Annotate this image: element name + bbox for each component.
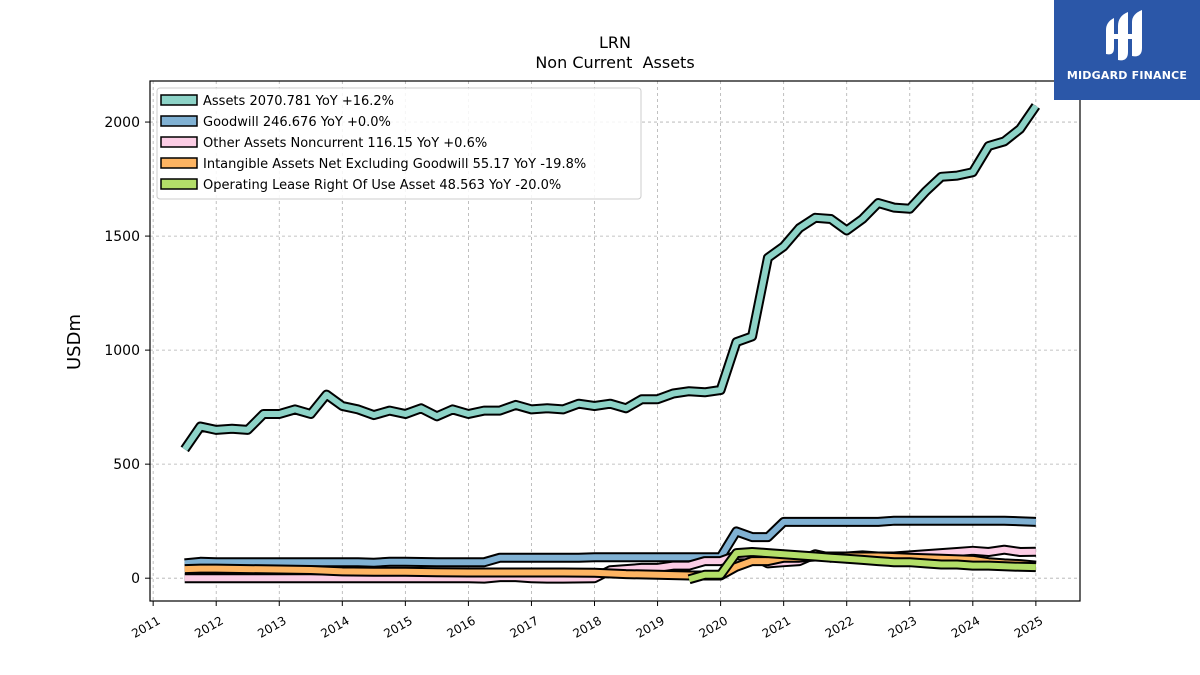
legend-entry: Goodwill 246.676 YoY +0.0% bbox=[203, 115, 391, 130]
plot-frame bbox=[149, 80, 1081, 602]
chart-subtitle: Non Current Assets bbox=[535, 53, 694, 72]
y-tick-label: 0 bbox=[131, 571, 140, 587]
x-tick-label: 2020 bbox=[697, 613, 730, 640]
x-tick-label: 2024 bbox=[949, 613, 982, 640]
series-line bbox=[688, 549, 1036, 583]
x-tick-label: 2012 bbox=[192, 613, 225, 640]
x-tick-label: 2011 bbox=[129, 613, 162, 640]
y-tick-label: 500 bbox=[113, 457, 140, 473]
x-tick-label: 2015 bbox=[381, 613, 414, 640]
legend-entry: Operating Lease Right Of Use Asset 48.56… bbox=[203, 178, 561, 193]
x-tick-label: 2021 bbox=[760, 613, 793, 640]
legend-swatch bbox=[160, 94, 198, 106]
series-lines bbox=[180, 103, 1041, 585]
midgard-logo-icon bbox=[1106, 10, 1142, 61]
x-tick-label: 2018 bbox=[571, 613, 604, 640]
x-tick-label: 2025 bbox=[1012, 613, 1045, 640]
x-tick-label: 2019 bbox=[634, 613, 667, 640]
chart-title: LRN bbox=[599, 33, 631, 52]
legend: Assets 2070.781 YoY +16.2% Goodwill 246.6… bbox=[156, 87, 642, 200]
series-line bbox=[182, 104, 1039, 452]
legend-entry: Intangible Assets Net Excluding Goodwill… bbox=[203, 157, 586, 172]
x-tick-label: 2017 bbox=[508, 613, 541, 640]
legend-swatch bbox=[160, 136, 198, 148]
legend-box bbox=[156, 87, 642, 200]
y-tick-label: 2000 bbox=[104, 115, 140, 131]
legend-entry: Other Assets Noncurrent 116.15 YoY +0.6% bbox=[203, 136, 487, 151]
brand-logo: MIDGARD FINANCE bbox=[1054, 0, 1200, 100]
x-tick-label: 2022 bbox=[823, 613, 856, 640]
x-tick-label: 2023 bbox=[886, 613, 919, 640]
y-axis-label: USDm bbox=[64, 314, 85, 370]
x-tick-label: 2014 bbox=[318, 613, 351, 640]
legend-swatch bbox=[160, 178, 198, 190]
y-tick-label: 1500 bbox=[104, 229, 140, 245]
legend-entry: Assets 2070.781 YoY +16.2% bbox=[203, 94, 394, 109]
y-tick-label: 1000 bbox=[104, 343, 140, 359]
legend-swatch bbox=[160, 115, 198, 127]
x-tick-label: 2016 bbox=[444, 613, 477, 640]
x-tick-label: 2013 bbox=[255, 613, 288, 640]
series-line bbox=[184, 517, 1037, 567]
brand-name: MIDGARD FINANCE bbox=[1066, 69, 1188, 82]
legend-swatch bbox=[160, 157, 198, 169]
